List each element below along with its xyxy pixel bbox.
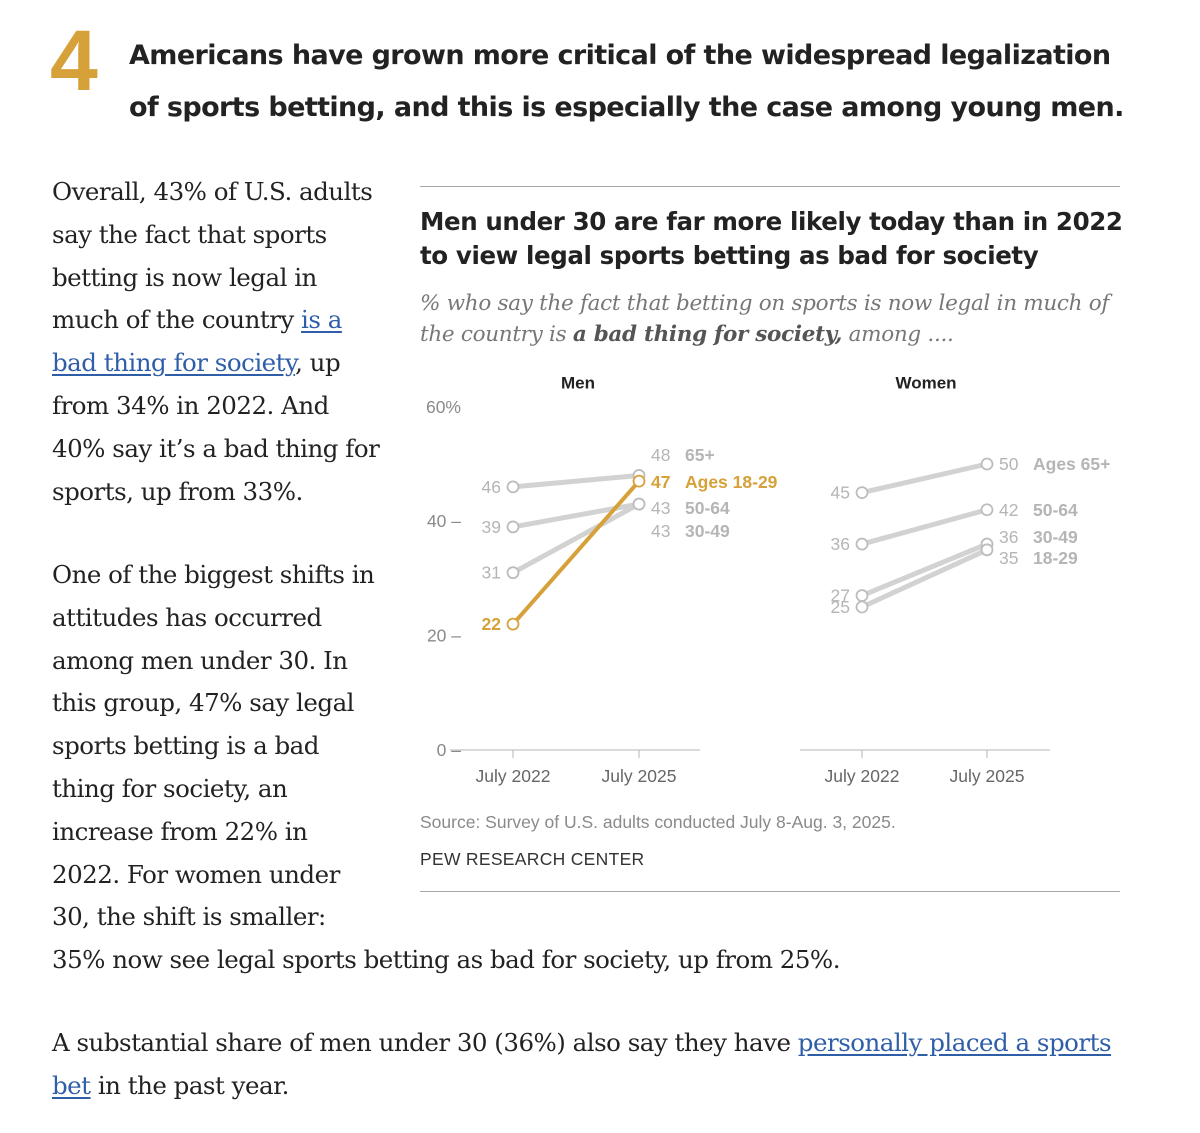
body-paragraph-1: Overall, 43% of U.S. adults say the fact…	[52, 171, 382, 513]
women-data-point	[855, 486, 869, 500]
women-end-value-label: 50	[999, 454, 1019, 474]
women-series-line	[859, 507, 990, 547]
section-headline: Americans have grown more critical of th…	[129, 40, 1124, 123]
men-x-tick-label: July 2022	[476, 766, 551, 786]
men-start-value-label: 39	[482, 517, 501, 537]
men-end-value-label: 47	[651, 472, 670, 492]
women-data-point	[855, 600, 869, 614]
men-series-line	[511, 479, 641, 627]
chart-bottom-rule	[420, 891, 1120, 892]
chart-top-rule	[420, 186, 1120, 187]
y-tick-label: 0 –	[437, 740, 462, 760]
women-start-value-label: 45	[831, 483, 850, 503]
para1-text-end: , up from 34% in 2022. And 40% say it’s …	[52, 348, 380, 506]
women-x-tick-label: July 2022	[825, 766, 900, 786]
men-end-value-label: 48	[651, 445, 670, 465]
men-data-point	[506, 617, 520, 631]
women-data-point	[855, 589, 869, 602]
y-tick-label: 20 –	[427, 626, 461, 646]
men-start-value-label: 31	[482, 563, 501, 583]
men-series-line	[510, 501, 642, 576]
women-series-line	[859, 547, 990, 610]
y-tick-label: 60%	[426, 397, 461, 417]
women-data-point	[855, 537, 869, 551]
women-data-point	[980, 543, 994, 557]
women-data-point	[980, 503, 994, 517]
body-paragraph-3: A substantial share of men under 30 (36%…	[52, 1022, 1132, 1108]
women-series-label: 50-64	[1033, 500, 1078, 520]
chart-source-note: Source: Survey of U.S. adults conducted …	[420, 812, 896, 832]
chart-credit: PEW RESEARCH CENTER	[420, 849, 645, 869]
chart-subtitle: % who say the fact that betting on sport…	[420, 288, 1120, 350]
men-data-point	[506, 520, 520, 534]
men-series-label: 30-49	[685, 521, 730, 541]
women-data-point	[980, 457, 994, 471]
men-series-label: 65+	[685, 445, 715, 465]
chart-title: Men under 30 are far more likely today t…	[420, 207, 1123, 270]
women-panel-title: Women	[895, 374, 956, 393]
men-end-value-label: 43	[651, 498, 670, 518]
women-series-label: 30-49	[1033, 527, 1078, 547]
women-start-value-label: 27	[831, 586, 850, 606]
women-series-label: 18-29	[1033, 548, 1078, 568]
chart-subtitle-start: % who say the fact that betting on sport…	[420, 291, 1110, 347]
chart-subtitle-emphasis: a bad thing for society,	[572, 322, 843, 347]
body-paragraph-2-continued: 35% now see legal sports betting as bad …	[52, 945, 841, 974]
men-data-point	[506, 566, 520, 580]
men-end-value-label: 43	[651, 521, 670, 541]
men-start-value-label: 46	[482, 477, 501, 497]
men-panel-title: Men	[561, 374, 595, 393]
men-start-value-label: 22	[482, 614, 502, 634]
para3-text-end: in the past year.	[90, 1070, 290, 1100]
y-tick-label: 40 –	[427, 511, 461, 531]
women-start-value-label: 25	[831, 597, 850, 617]
men-x-tick-label: July 2025	[602, 766, 677, 786]
men-series-label: 50-64	[685, 498, 730, 518]
women-end-value-label: 42	[999, 500, 1018, 520]
women-x-tick-label: July 2025	[950, 766, 1025, 786]
women-start-value-label: 36	[831, 534, 850, 554]
women-series-line	[859, 541, 990, 599]
women-end-value-label: 36	[999, 527, 1018, 547]
men-data-point	[632, 474, 646, 488]
chart-subtitle-end: among ....	[842, 322, 954, 347]
women-end-value-label: 35	[999, 548, 1018, 568]
women-series-label: Ages 65+	[1033, 454, 1110, 474]
women-series-line	[859, 461, 990, 496]
para1-text-start: Overall, 43% of U.S. adults say the fact…	[52, 177, 373, 335]
para3-text-start: A substantial share of men under 30 (36%…	[52, 1028, 798, 1057]
body-paragraph-2: One of the biggest shifts in attitudes h…	[52, 560, 375, 932]
men-series-line	[510, 472, 642, 490]
men-series-label: Ages 18-29	[685, 472, 778, 492]
section-number: 4	[50, 13, 98, 109]
bad-thing-for-society-link[interactable]: is a bad thing for society	[52, 305, 342, 378]
placed-sports-bet-link[interactable]: personally placed a sports bet	[52, 1028, 1112, 1100]
men-data-point	[506, 480, 520, 494]
men-data-point	[632, 497, 646, 511]
